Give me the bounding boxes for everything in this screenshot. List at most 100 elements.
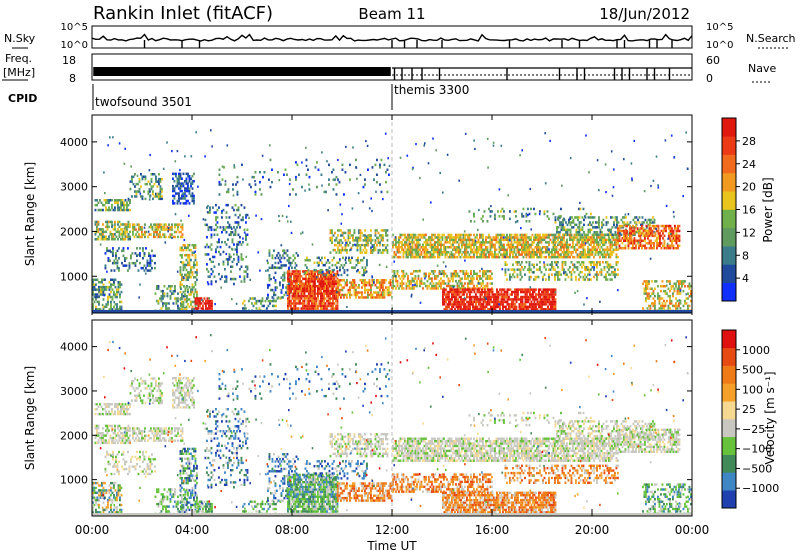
power-cell [119,283,121,286]
power-cell [205,307,207,310]
power-cell [158,173,160,176]
power-cell [551,248,553,251]
power-cell [179,248,182,252]
power-cell [197,307,200,310]
power-cell [459,238,462,242]
power-cell [630,237,633,240]
power-cell [331,229,333,232]
power-cell [627,242,630,245]
power-cell [197,304,200,308]
power-cell [329,280,331,283]
power-cell [358,229,360,232]
power-cell [182,182,185,185]
power-cell [140,195,142,198]
power-cell [494,243,496,247]
power-cell [267,296,269,299]
power-cell [411,272,414,275]
power-cell [342,256,344,260]
power-cell [648,229,651,233]
power-cell [391,281,393,284]
power-cell [344,281,347,284]
power-cell [382,279,384,282]
power-cell [408,279,411,283]
power-cell [243,277,246,281]
power-cell [404,236,406,239]
power-cell [218,206,220,209]
power-cell [118,235,121,238]
power-cell [499,305,501,309]
power-cell [96,308,99,311]
power-cell [176,202,179,205]
power-cell [570,236,573,239]
power-cell [585,266,588,269]
power-cell [266,307,268,310]
power-cell [442,300,444,304]
power-cell [353,229,356,232]
power-cell [236,221,238,224]
power-cell [629,229,631,233]
power-cell [327,294,330,298]
power-cell [613,221,615,224]
power-cell [545,268,547,271]
power-cell [174,285,176,288]
power-cell [187,256,189,259]
power-cell [542,251,544,254]
power-cell [514,303,516,306]
power-cell [575,248,577,251]
power-cell [230,233,232,236]
power-cell [636,239,639,242]
power-cell [531,243,534,247]
power-cell [268,251,271,255]
power-cell [521,246,523,249]
power-cell [329,302,331,305]
power-cell [544,288,546,291]
power-cell [420,236,423,239]
power-cell [510,246,513,249]
power-cell [365,283,368,287]
power-cell [396,272,399,275]
power-cell [306,256,308,260]
power-cell [380,283,383,287]
power-cell [206,206,208,209]
power-cell [479,287,481,290]
power-cell [246,228,249,232]
power-cell [465,251,468,254]
power-cell [113,293,115,296]
power-cell [635,231,638,234]
power-cell [95,305,97,309]
power-cell [97,235,100,238]
power-cell [108,293,111,296]
power-cell [113,269,116,272]
power-cell [237,243,240,246]
power-cell [98,300,100,304]
power-cell [288,261,290,265]
power-cell [544,298,546,301]
power-cell [368,293,371,297]
power-cell [442,298,444,301]
power-cell [302,270,304,273]
power-cell [491,253,493,256]
power-cell [465,270,468,273]
power-cell [209,208,211,212]
power-cell [612,236,615,239]
power-cell [577,218,579,222]
power-cell [347,231,350,235]
power-cell [328,261,331,264]
power-cell [532,288,534,291]
power-cell [318,271,320,274]
power-cell [477,238,480,242]
power-cell [227,226,229,229]
power-cell [578,261,580,264]
power-cell [590,228,593,232]
power-cell [288,297,291,300]
power-cell [151,266,153,270]
power-cell [185,258,188,262]
power-cell [178,180,180,183]
power-cell [527,241,529,244]
power-cell [552,238,555,242]
power-cell [490,300,492,304]
power-cell [516,236,519,239]
power-cell [376,293,378,297]
power-cell [306,307,309,310]
power-cell [97,228,100,231]
